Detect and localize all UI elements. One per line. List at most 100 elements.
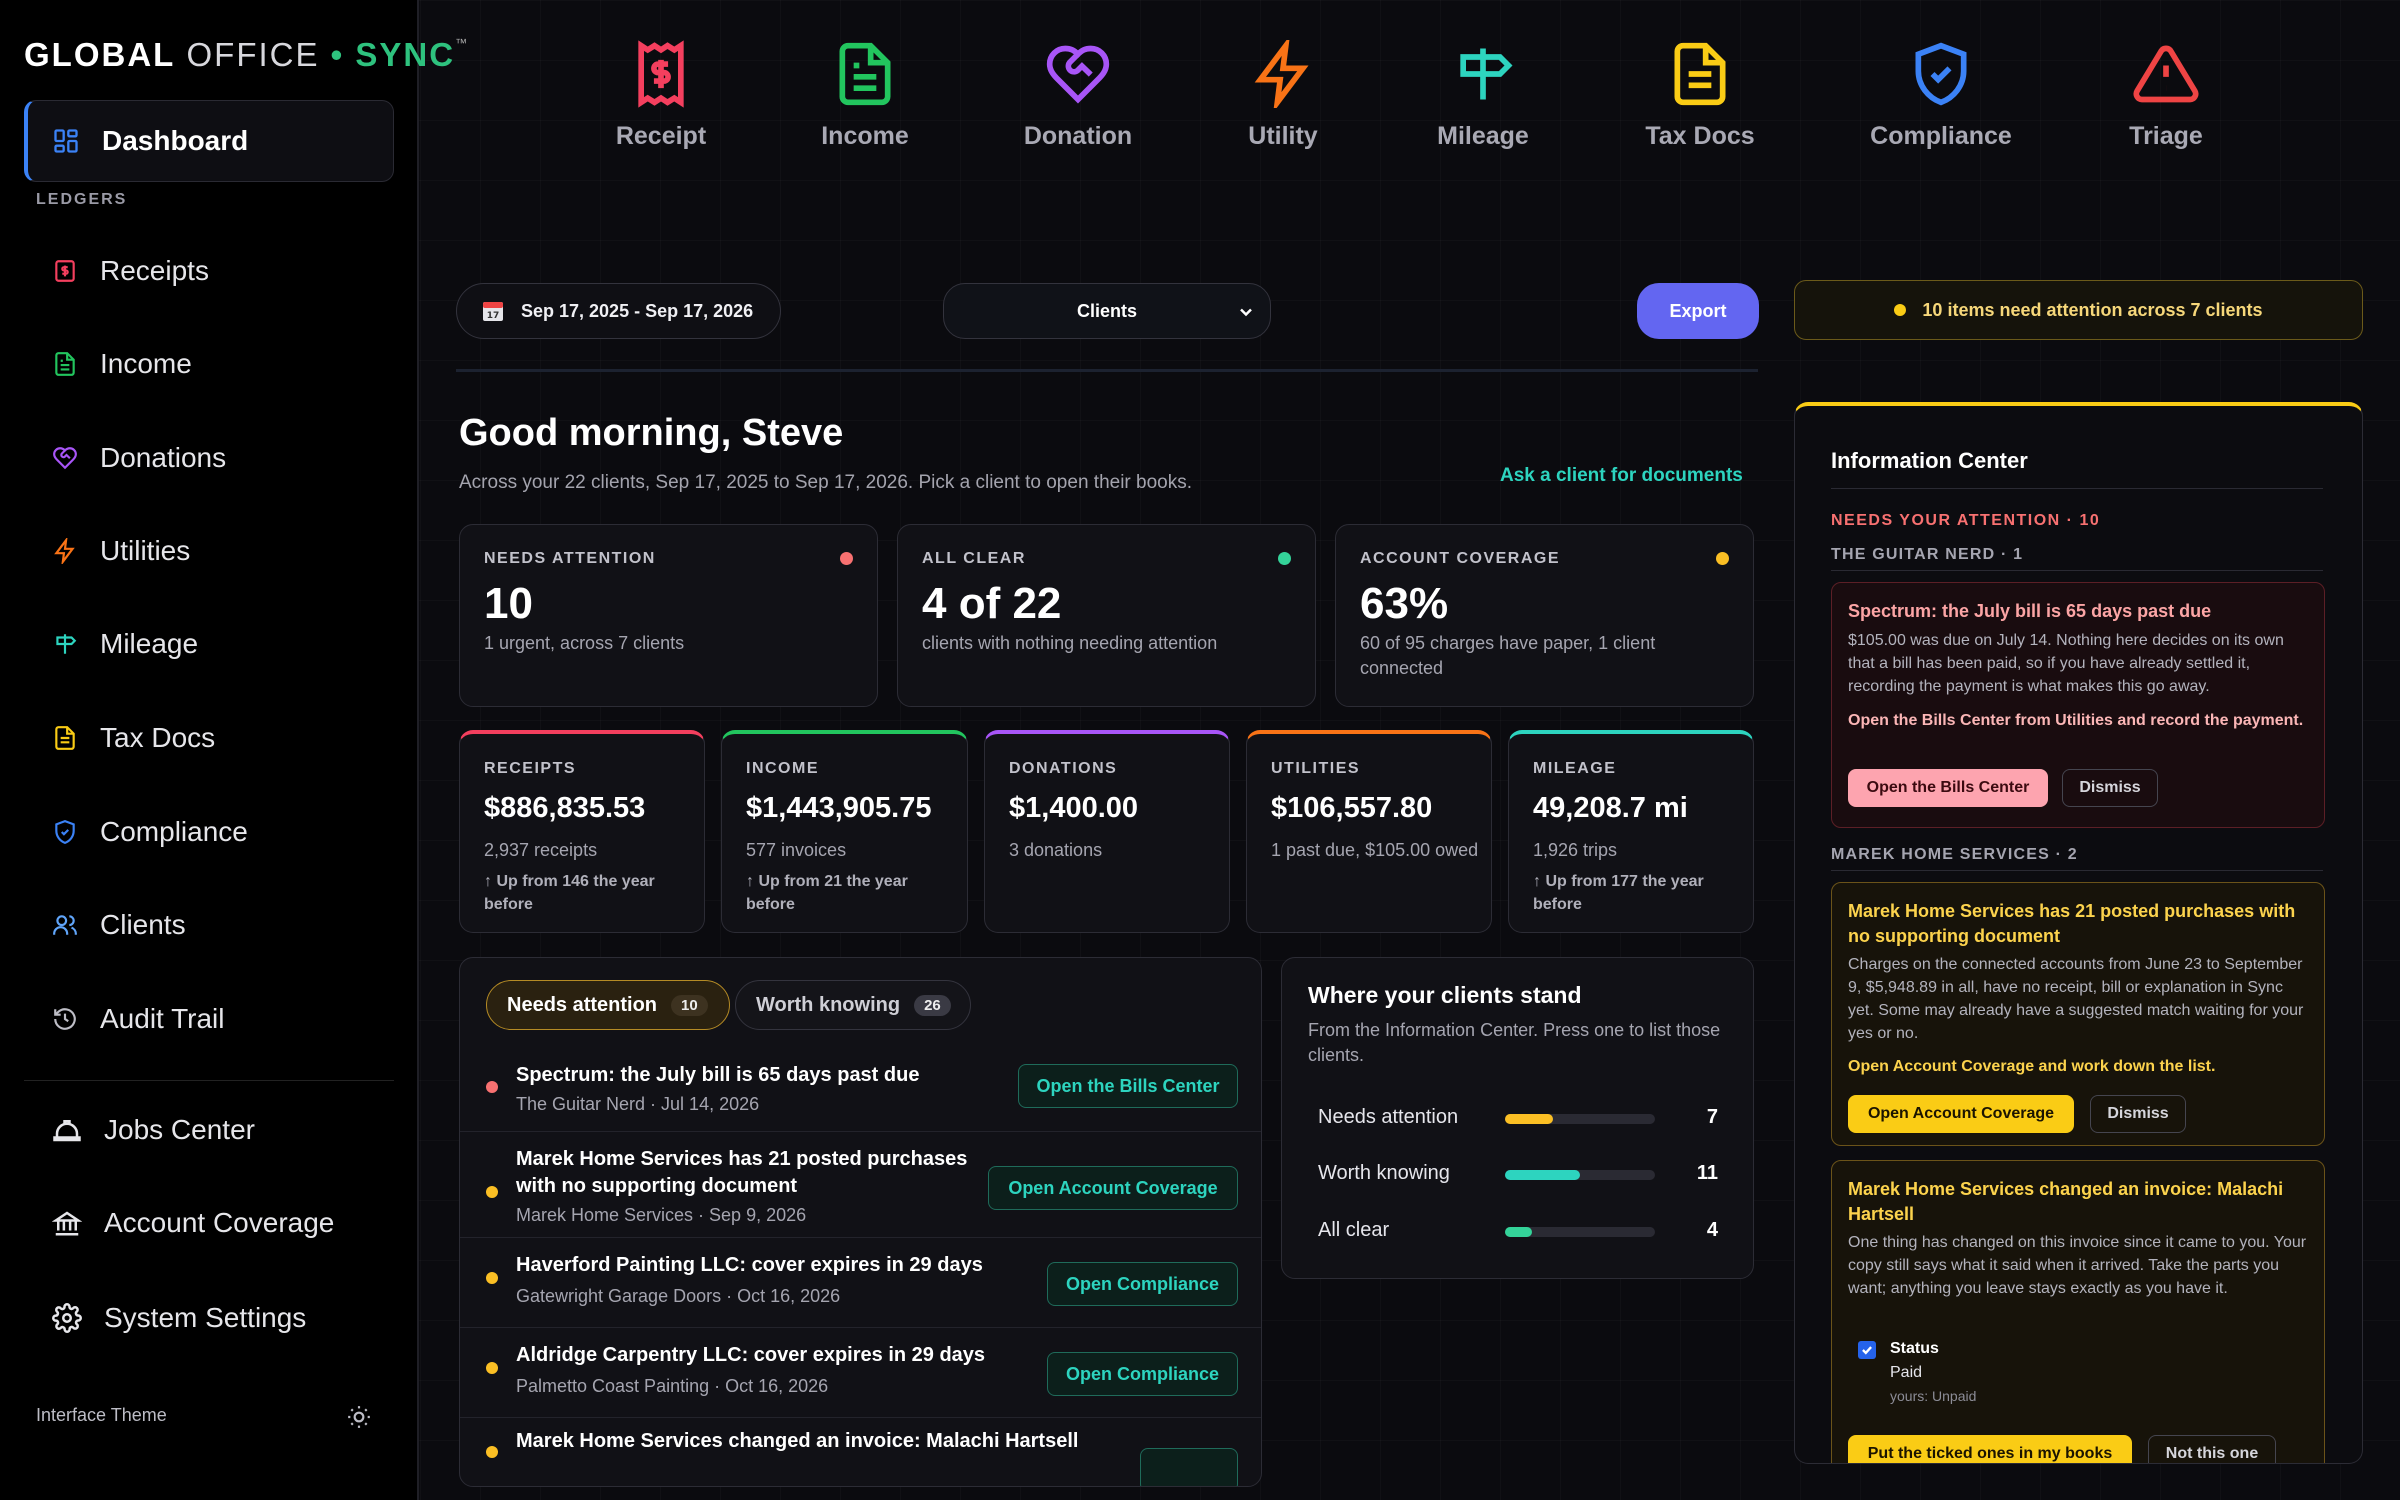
page-title: Good morning, Steve xyxy=(459,412,844,454)
panel-title: Where your clients stand xyxy=(1308,982,1582,1008)
ledger-card-receipts[interactable]: RECEIPTS $886,835.53 2,937 receipts ↑ Up… xyxy=(459,730,705,933)
logo-sync: SYNC xyxy=(355,36,456,73)
sidebar-item-dashboard[interactable]: Dashboard xyxy=(24,100,394,182)
sidebar: GLOBAL OFFICE • SYNC™ Dashboard LEDGERS … xyxy=(0,0,467,1500)
ledger-caption: UTILITIES xyxy=(1271,760,1361,777)
quick-label: Donation xyxy=(1023,122,1133,150)
sidebar-item-jobs-center[interactable]: Jobs Center xyxy=(24,1100,394,1160)
theme-toggle[interactable] xyxy=(346,1404,372,1430)
info-card-marek-invoice: Marek Home Services changed an invoice: … xyxy=(1831,1160,2325,1463)
tax-doc-icon xyxy=(1674,42,1726,106)
sidebar-item-compliance[interactable]: Compliance xyxy=(24,802,394,862)
standing-bar-fill xyxy=(1505,1170,1580,1180)
logo-separator: • xyxy=(319,36,356,73)
export-button[interactable]: Export xyxy=(1637,283,1759,339)
sidebar-item-income[interactable]: Income xyxy=(24,334,394,394)
sidebar-item-label: Utilities xyxy=(100,535,191,566)
tab-worth-knowing[interactable]: Worth knowing 26 xyxy=(735,980,971,1030)
signpost-icon xyxy=(1460,48,1513,100)
sidebar-item-label: Receipts xyxy=(100,255,209,286)
ledger-card-mileage[interactable]: MILEAGE 49,208.7 mi 1,926 trips ↑ Up fro… xyxy=(1508,730,1754,933)
ledger-card-donations[interactable]: DONATIONS $1,400.00 3 donations xyxy=(984,730,1230,933)
info-card-title: Marek Home Services changed an invoice: … xyxy=(1848,1179,2284,1224)
sidebar-item-tax-docs[interactable]: Tax Docs xyxy=(24,708,394,768)
standing-row-all-clear[interactable]: All clear 4 xyxy=(1318,1217,1718,1247)
stat-desc: clients with nothing needing attention xyxy=(922,633,1218,653)
ledger-sub: 2,937 receipts xyxy=(484,840,598,860)
page-subtitle: Across your 22 clients, Sep 17, 2025 to … xyxy=(459,472,1193,493)
sidebar-item-utilities[interactable]: Utilities xyxy=(24,521,394,581)
standing-row-needs-attention[interactable]: Needs attention 7 xyxy=(1318,1104,1718,1134)
standing-row-worth-knowing[interactable]: Worth knowing 11 xyxy=(1318,1160,1718,1190)
users-icon xyxy=(53,915,77,935)
quick-income[interactable]: Income xyxy=(765,40,965,151)
sidebar-item-label: Mileage xyxy=(100,628,199,659)
dismiss-button[interactable]: Dismiss xyxy=(2090,1095,2186,1133)
attention-feed: Needs attention 10 Worth knowing 26 Spec… xyxy=(459,957,1262,1487)
open-account-coverage-button[interactable]: Open Account Coverage xyxy=(988,1166,1238,1210)
standing-row-label: Needs attention xyxy=(1318,1106,1459,1128)
stat-account-coverage[interactable]: ACCOUNT COVERAGE 63% 60 of 95 charges ha… xyxy=(1335,524,1754,707)
sidebar-item-label: System Settings xyxy=(104,1302,307,1333)
feed-item[interactable]: Haverford Painting LLC: cover expires in… xyxy=(460,1238,1261,1328)
sidebar-item-account-coverage[interactable]: Account Coverage xyxy=(24,1193,394,1253)
dismiss-button[interactable]: Dismiss xyxy=(2062,769,2158,807)
bank-icon xyxy=(52,1211,82,1236)
tab-needs-attention[interactable]: Needs attention 10 xyxy=(486,980,730,1030)
feed-item[interactable]: Spectrum: the July bill is 65 days past … xyxy=(460,1046,1261,1132)
clients-select[interactable]: Clients xyxy=(943,283,1271,339)
standing-bar-track xyxy=(1505,1227,1655,1237)
open-account-coverage-button[interactable]: Open Account Coverage xyxy=(1848,1095,2074,1133)
logo-office: OFFICE xyxy=(175,36,320,73)
feed-item[interactable]: Marek Home Services has 21 posted purcha… xyxy=(460,1132,1261,1238)
ask-client-link[interactable]: Ask a client for documents xyxy=(1500,465,1743,486)
standing-row-label: Worth knowing xyxy=(1318,1162,1450,1184)
sidebar-item-audit-trail[interactable]: Audit Trail xyxy=(24,989,394,1049)
open-compliance-button[interactable]: Open Compliance xyxy=(1047,1262,1238,1306)
quick-tax-docs[interactable]: Tax Docs xyxy=(1600,40,1800,151)
info-card-body: One thing has changed on this invoice si… xyxy=(1848,1234,2307,1297)
ledger-card-utilities[interactable]: UTILITIES $106,557.80 1 past due, $105.0… xyxy=(1246,730,1492,933)
tab-count-badge: 10 xyxy=(671,994,708,1016)
quick-utility[interactable]: Utility xyxy=(1183,40,1383,151)
sidebar-item-clients[interactable]: Clients xyxy=(24,895,394,955)
sidebar-item-label: Account Coverage xyxy=(104,1207,335,1238)
feed-item[interactable]: Marek Home Services changed an invoice: … xyxy=(460,1418,1261,1486)
stat-all-clear[interactable]: ALL CLEAR 4 of 22 clients with nothing n… xyxy=(897,524,1316,707)
warning-icon xyxy=(2133,45,2199,103)
stat-status-dot xyxy=(1278,552,1291,565)
open-bills-center-button[interactable]: Open the Bills Center xyxy=(1848,769,2048,807)
needs-your-attention-heading: NEEDS YOUR ATTENTION · 10 xyxy=(1831,512,2101,529)
stat-needs-attention[interactable]: NEEDS ATTENTION 10 1 urgent, across 7 cl… xyxy=(459,524,878,707)
stat-status-dot xyxy=(1716,552,1729,565)
standing-row-count: 4 xyxy=(1706,1219,1718,1241)
shield-check-icon xyxy=(55,820,75,844)
quick-mileage[interactable]: Mileage xyxy=(1383,40,1583,151)
quick-receipt[interactable]: Receipt xyxy=(561,40,761,151)
ledger-caption: RECEIPTS xyxy=(484,760,577,777)
sidebar-item-mileage[interactable]: Mileage xyxy=(24,614,394,674)
sidebar-item-donations[interactable]: Donations xyxy=(24,428,394,488)
quick-donation[interactable]: Donation xyxy=(978,40,1178,151)
ledger-card-income[interactable]: INCOME $1,443,905.75 577 invoices ↑ Up f… xyxy=(721,730,968,933)
sidebar-item-system-settings[interactable]: System Settings xyxy=(24,1288,394,1348)
reject-change-button[interactable]: Not this one xyxy=(2148,1435,2276,1463)
attention-banner[interactable]: 10 items need attention across 7 clients xyxy=(1794,280,2363,340)
open-compliance-button[interactable]: Open Compliance xyxy=(1047,1352,1238,1396)
open-bills-center-button[interactable]: Open the Bills Center xyxy=(1018,1064,1238,1108)
change-field-label: Status xyxy=(1890,1340,1939,1357)
group-divider xyxy=(1831,870,2323,871)
document-icon xyxy=(839,42,891,106)
quick-triage[interactable]: Triage xyxy=(2066,40,2266,151)
sidebar-item-receipts[interactable]: Receipts xyxy=(24,241,394,301)
quick-compliance[interactable]: Compliance xyxy=(1841,40,2041,151)
date-range-picker[interactable]: 17 Sep 17, 2025 - Sep 17, 2026 xyxy=(456,283,781,339)
stat-caption: NEEDS ATTENTION xyxy=(484,550,656,567)
info-card-body: Charges on the connected accounts from J… xyxy=(1848,956,2304,1042)
feed-item[interactable]: Aldridge Carpentry LLC: cover expires in… xyxy=(460,1328,1261,1418)
apply-ticked-changes-button[interactable]: Put the ticked ones in my books xyxy=(1848,1435,2132,1463)
status-checkbox[interactable] xyxy=(1858,1341,1876,1359)
hard-hat-icon xyxy=(53,1120,81,1142)
app-logo[interactable]: GLOBAL OFFICE • SYNC™ xyxy=(24,36,469,74)
feed-item-action-button[interactable] xyxy=(1140,1448,1238,1486)
